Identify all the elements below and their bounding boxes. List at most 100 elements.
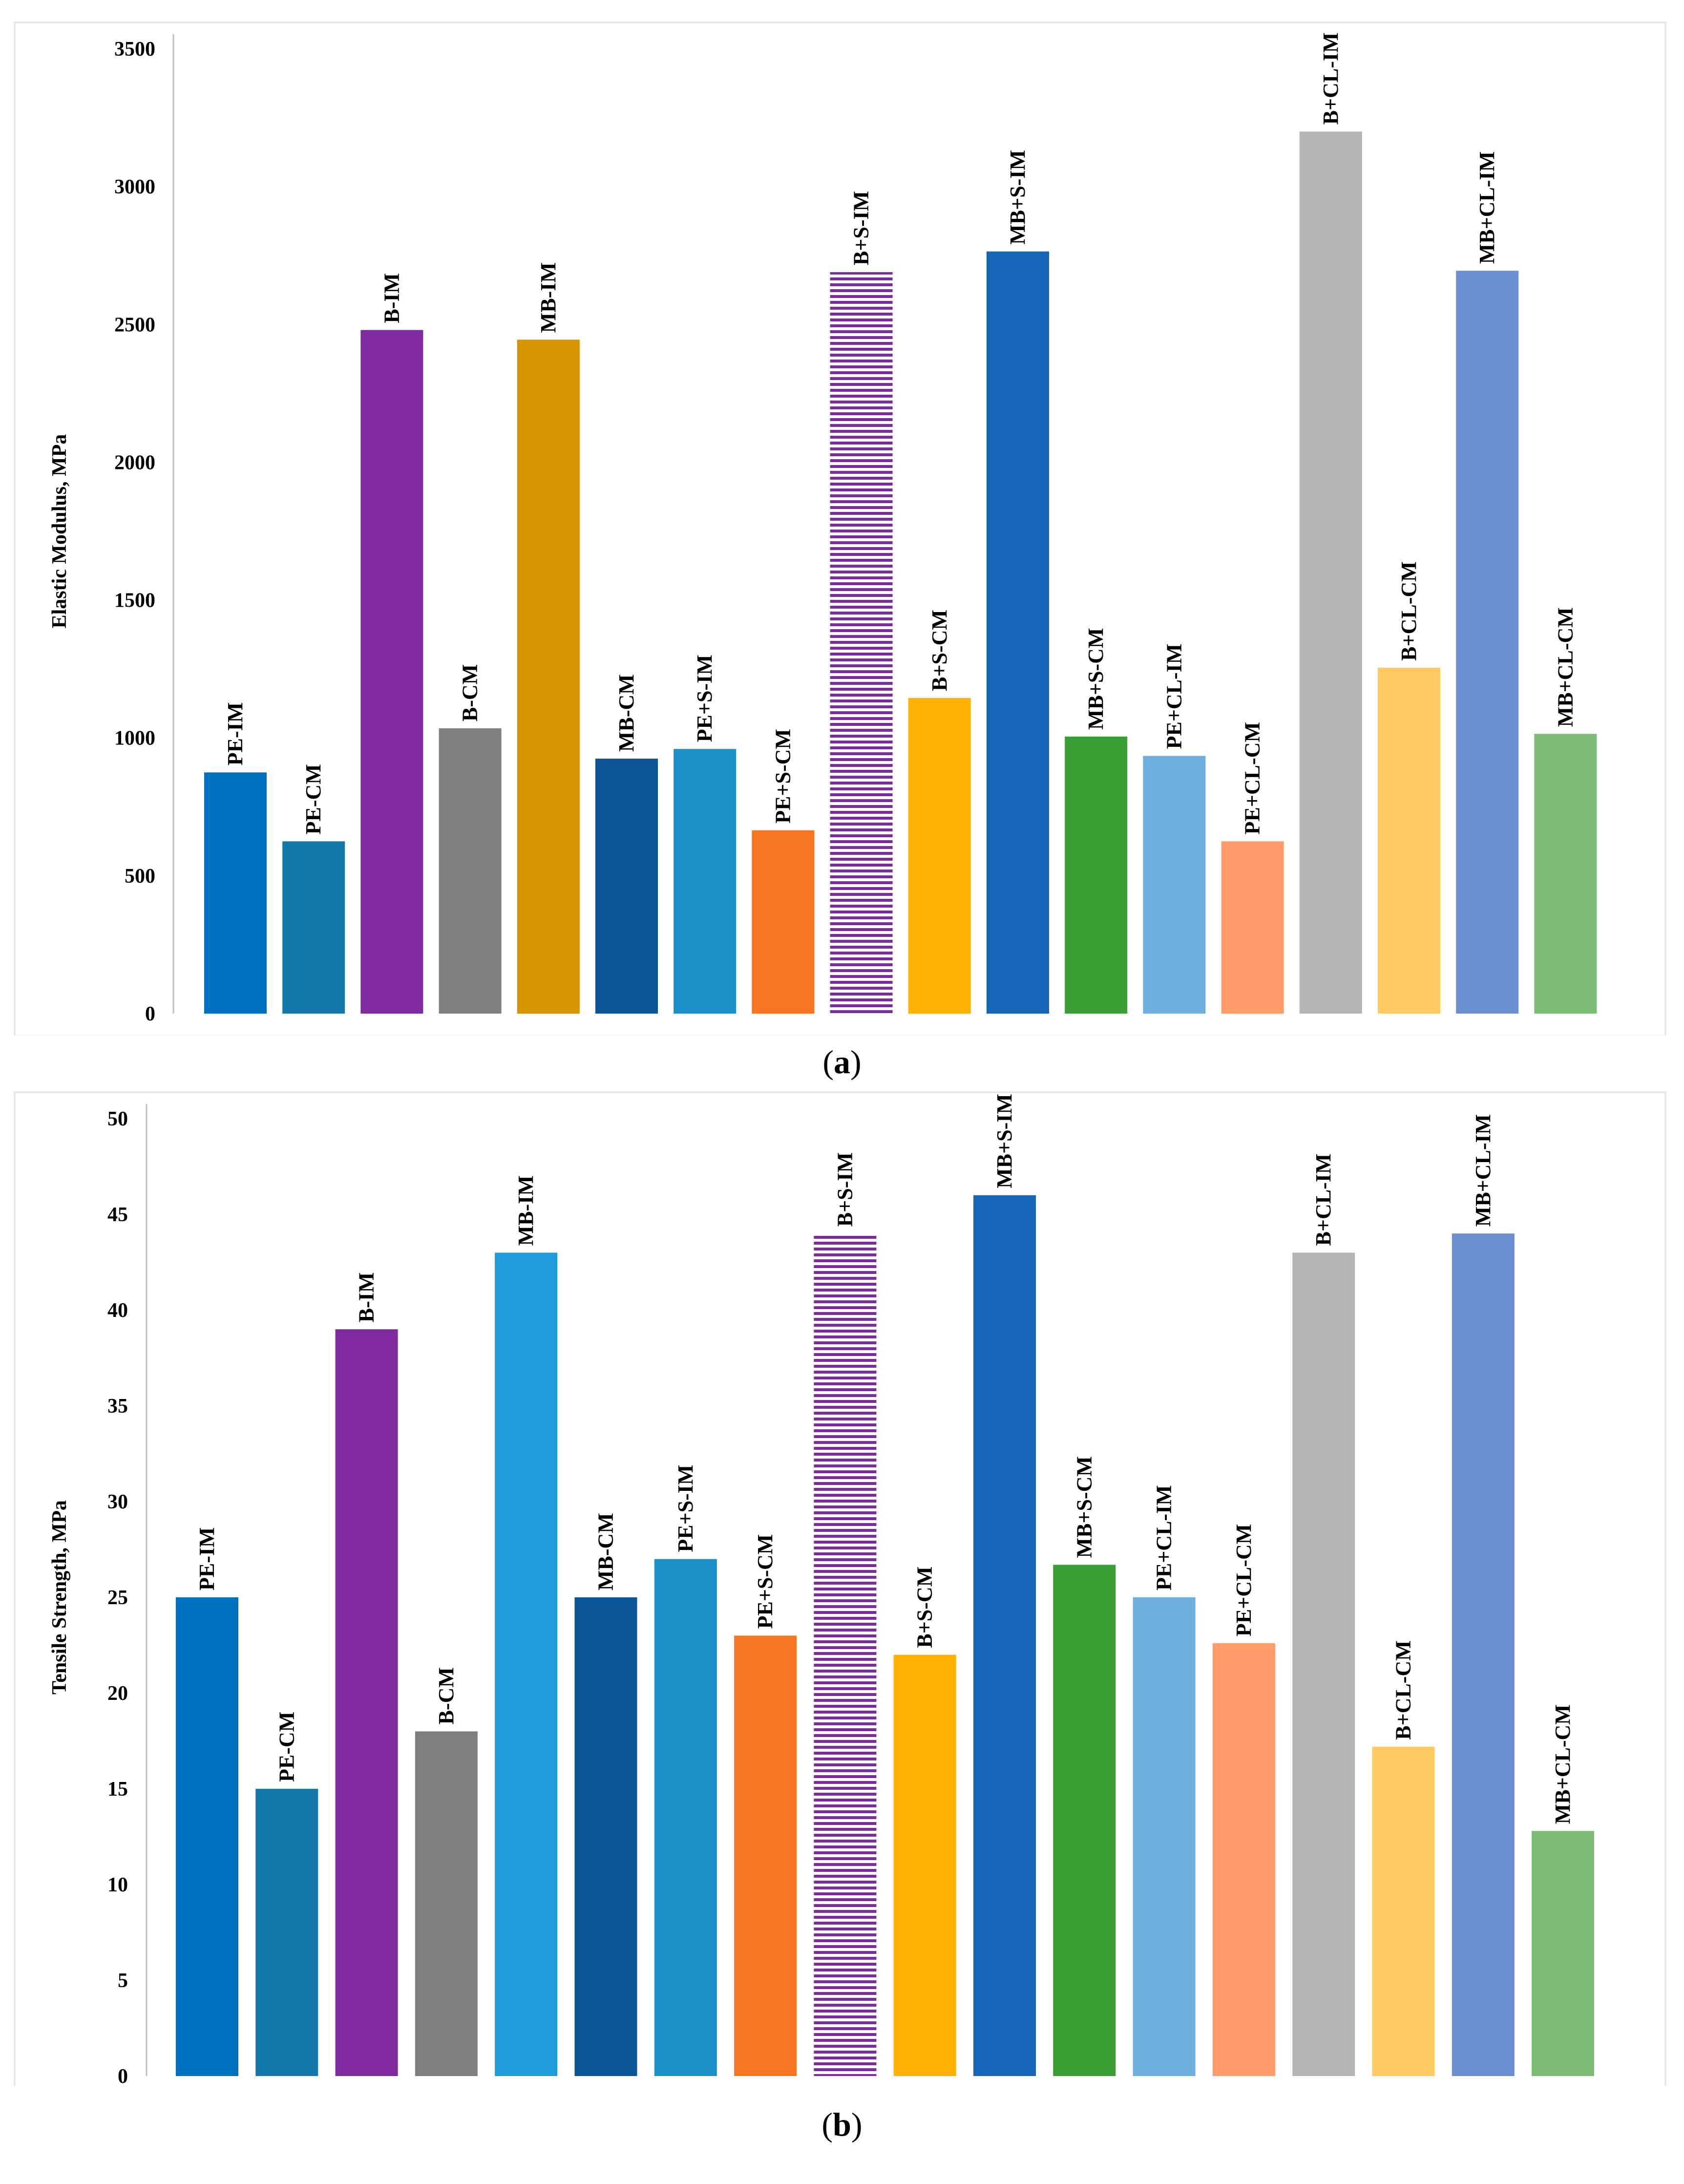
bar-label: B+CL-IM — [1311, 1154, 1335, 1246]
bar-mbplus-cl-im — [1456, 271, 1519, 1014]
caption-b: (b) — [821, 2106, 863, 2143]
y-tick-label: 40 — [107, 1299, 128, 1322]
bar-mb-im — [517, 339, 580, 1014]
bar-label: PE+S-IM — [674, 1465, 697, 1552]
bar-mbplus-s-im — [987, 251, 1049, 1014]
bar-label: MB+S-IM — [1006, 150, 1030, 245]
bar-label: MB+CL-IM — [1471, 1114, 1495, 1227]
bar-bplus-cl-im — [1299, 131, 1362, 1014]
bar-mbplus-s-im — [973, 1195, 1036, 2076]
bar-pe-cm — [282, 841, 345, 1014]
panel-frame — [14, 1091, 1666, 2086]
y-axis-label: Tensile Strength, MPa — [48, 1500, 71, 1695]
bar-mbplus-s-cm — [1065, 736, 1128, 1014]
y-tick-label: 5 — [118, 1970, 128, 1992]
bar-label: MB-IM — [536, 262, 560, 333]
bar-label: PE+CL-IM — [1152, 1485, 1176, 1590]
y-tick-label: 2000 — [114, 451, 155, 474]
y-tick-label: 0 — [118, 2065, 128, 2086]
bar-label: B-CM — [458, 664, 482, 721]
bar-bplus-s-cm — [893, 1654, 956, 2076]
bar-mbplus-cl-im — [1452, 1233, 1515, 2076]
y-axis-label: Elastic Modulus, MPa — [48, 434, 71, 629]
bar-label: PE+CL-CM — [1232, 1524, 1256, 1636]
bar-peplus-cl-cm — [1212, 1643, 1275, 2076]
bar-label: MB+CL-IM — [1475, 151, 1499, 264]
bar-peplus-cl-im — [1133, 1597, 1196, 2076]
bar-bplus-s-im — [830, 272, 893, 1014]
y-tick-label: 15 — [107, 1778, 128, 1801]
y-tick-label: 10 — [107, 1874, 128, 1896]
bar-bplus-cl-im — [1292, 1252, 1355, 2076]
chart-panel-b: 0 5 10 15 20 25 30 35 40 45 50 Tensile Strength, MP… — [0, 1089, 1684, 2086]
bar-label: PE-CM — [274, 1712, 298, 1782]
bar-label: B+S-IM — [849, 191, 873, 265]
y-tick-label: 3500 — [114, 38, 155, 61]
y-tick-label: 0 — [145, 1003, 155, 1025]
bar-bplus-s-cm — [908, 698, 971, 1014]
bar-label: MB-CM — [594, 1513, 618, 1590]
bar-label: B+CL-CM — [1397, 561, 1421, 661]
bar-label: B+S-CM — [927, 610, 951, 691]
y-tick-label: 35 — [107, 1395, 128, 1418]
chart-panel-a: 0 500 1000 1500 2000 2500 3000 3500 Elastic Modu… — [0, 20, 1684, 1036]
bar-b-cm — [415, 1731, 478, 2076]
bar-label: PE+S-CM — [771, 729, 795, 824]
bar-label: MB+S-CM — [1072, 1456, 1096, 1558]
bar-label: B-IM — [379, 273, 403, 323]
bar-label: MB+CL-CM — [1553, 607, 1577, 727]
bar-label: B+CL-IM — [1319, 32, 1343, 125]
bar-label: MB+CL-CM — [1551, 1704, 1575, 1824]
y-tick-label: 20 — [107, 1682, 128, 1705]
bar-bplus-cl-cm — [1372, 1746, 1435, 2076]
bar-label: MB-CM — [614, 674, 638, 752]
bar-mb-cm — [595, 759, 658, 1014]
bar-peplus-s-cm — [752, 830, 815, 1014]
bar-pe-im — [176, 1597, 238, 2076]
bar-mbplus-cl-cm — [1534, 734, 1597, 1014]
caption-b-letter: b — [833, 2106, 851, 2143]
bar-peplus-s-im — [654, 1559, 717, 2076]
y-tick-label: 50 — [107, 1108, 128, 1130]
y-tick-label: 25 — [107, 1587, 128, 1609]
bar-label: B-IM — [355, 1272, 379, 1323]
bar-mbplus-s-cm — [1053, 1565, 1116, 2076]
bar-bplus-s-im — [814, 1233, 877, 2076]
bar-label: PE-IM — [223, 702, 247, 766]
caption-a: (a) — [822, 1043, 862, 1081]
bar-label: PE+CL-CM — [1241, 722, 1264, 834]
y-tick-label: 30 — [107, 1491, 128, 1513]
bar-peplus-cl-im — [1143, 756, 1206, 1014]
bar-label: MB+S-IM — [992, 1094, 1016, 1188]
bar-mbplus-cl-cm — [1532, 1831, 1595, 2076]
bar-label: PE+CL-IM — [1162, 644, 1186, 749]
bar-label: PE-IM — [195, 1527, 219, 1590]
y-tick-label: 2500 — [114, 314, 155, 336]
panel-frame — [14, 21, 1666, 1036]
elastic-modulus-chart: 0 500 1000 1500 2000 2500 3000 3500 Elastic Modu… — [14, 21, 1666, 1036]
bar-mb-cm — [574, 1597, 637, 2076]
bar-peplus-s-cm — [734, 1635, 797, 2076]
bar-peplus-cl-cm — [1221, 841, 1284, 1014]
bar-label: MB-IM — [514, 1175, 538, 1246]
y-tick-label: 500 — [125, 865, 155, 888]
y-tick-label: 1500 — [114, 590, 155, 612]
bar-label: B+S-CM — [913, 1567, 937, 1648]
bar-peplus-s-im — [674, 749, 737, 1014]
bar-label: PE+S-IM — [693, 655, 716, 742]
bar-b-im — [360, 330, 423, 1014]
bar-label: MB+S-CM — [1084, 628, 1108, 730]
y-tick-label: 3000 — [114, 176, 155, 198]
bar-pe-cm — [255, 1789, 318, 2076]
bar-label: PE-CM — [301, 764, 325, 834]
y-tick-label: 1000 — [114, 727, 155, 750]
bar-pe-im — [204, 772, 267, 1014]
tensile-strength-chart: 0 5 10 15 20 25 30 35 40 45 50 Tensile Strength, MP… — [14, 1091, 1666, 2086]
caption-a-letter: a — [834, 1043, 850, 1081]
bar-b-cm — [439, 728, 502, 1014]
bar-label: PE+S-CM — [753, 1534, 777, 1629]
y-tick-label: 45 — [107, 1204, 128, 1226]
bar-mb-im — [495, 1252, 558, 2076]
bar-label: B+S-IM — [833, 1152, 857, 1227]
bar-label: B-CM — [434, 1667, 458, 1724]
